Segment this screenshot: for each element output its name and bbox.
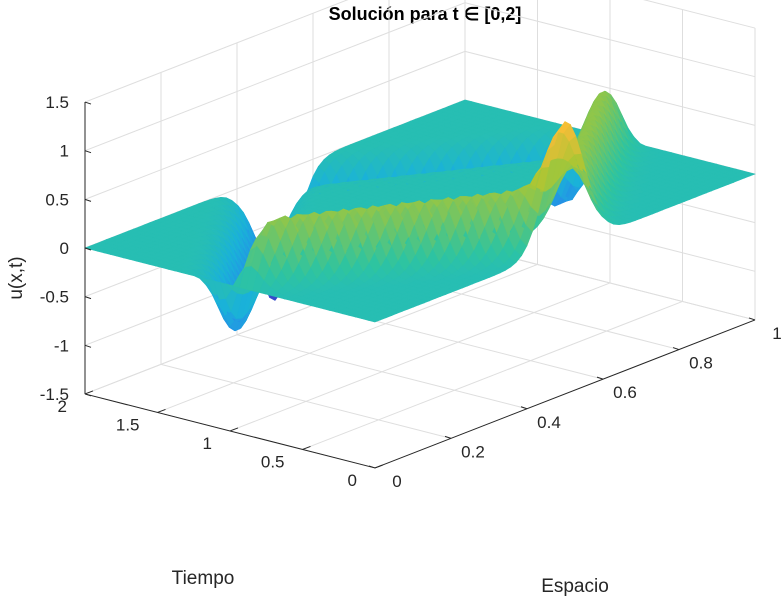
x-axis-label: Espacio — [541, 576, 609, 597]
x-tick-label: 1 — [772, 324, 781, 343]
grid-line — [84, 50, 466, 200]
grid-line — [229, 282, 611, 432]
y-tick-label: 1.5 — [116, 415, 140, 434]
z-tick-mark — [84, 150, 92, 154]
y-tick-mark — [229, 427, 239, 432]
x-tick-label: 0.6 — [613, 383, 637, 402]
grid-line — [84, 0, 349, 103]
y-axis-label: Tiempo — [172, 568, 235, 589]
z-tick-mark — [84, 296, 92, 300]
z-tick-mark — [84, 101, 92, 105]
grid-line — [464, 2, 756, 78]
grid-line — [84, 2, 466, 152]
z-tick-label: 0 — [60, 239, 69, 258]
x-tick-label: 0.4 — [537, 413, 561, 432]
z-tick-label: 1 — [60, 142, 69, 161]
grid-line — [157, 263, 538, 413]
z-tick-label: -1 — [54, 336, 69, 355]
y-tick-mark — [302, 445, 311, 450]
y-tick-label: 0.5 — [261, 452, 285, 471]
y-tick-mark — [84, 390, 94, 395]
z-tick-label: 1.5 — [45, 93, 69, 112]
y-tick-label: 1 — [203, 434, 212, 453]
z-tick-label: -0.5 — [40, 288, 69, 307]
z-tick-mark — [84, 344, 92, 348]
z-tick-label: 0.5 — [45, 190, 69, 209]
z-tick-mark — [84, 198, 92, 202]
chart-title: Solución para t ∈ [0,2] — [329, 4, 522, 24]
surface-mesh — [84, 90, 756, 332]
grid-line — [643, 0, 756, 29]
x-tick-label: 0.2 — [461, 442, 485, 461]
z-tick-label: -1.5 — [40, 385, 69, 404]
grid-line — [464, 50, 756, 126]
z-axis-label: u(x,t) — [6, 256, 27, 299]
x-axis-line — [374, 319, 756, 469]
y-tick-label: 0 — [348, 471, 357, 490]
x-tick-label: 0 — [392, 472, 401, 491]
x-tick-label: 0.8 — [689, 354, 713, 373]
y-tick-mark — [374, 464, 384, 469]
y-tick-mark — [157, 408, 166, 413]
grid-line — [302, 300, 683, 450]
